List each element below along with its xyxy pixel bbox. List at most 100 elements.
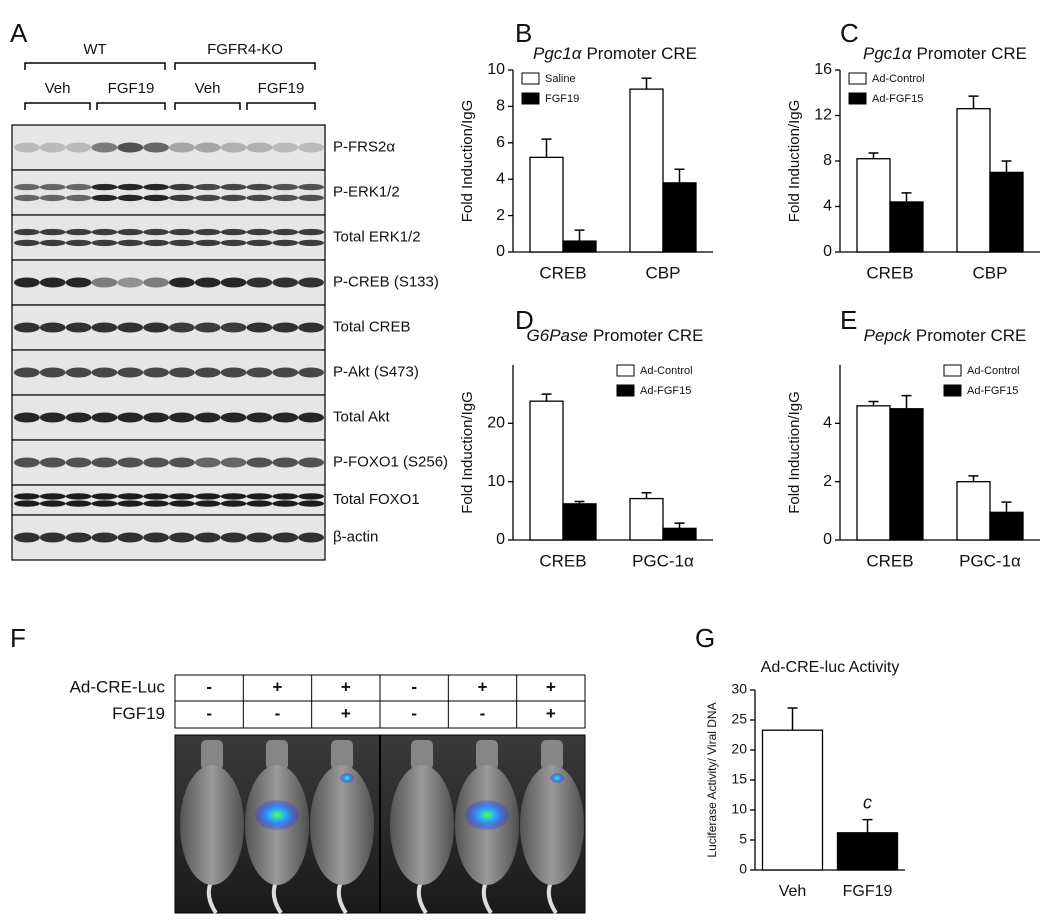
legend-swatch: [616, 384, 635, 397]
blot-band: [169, 493, 195, 500]
blot-band: [169, 500, 195, 507]
x-tick-label: Veh: [779, 883, 807, 900]
legend-swatch: [943, 384, 962, 397]
blot-band: [194, 183, 221, 191]
blot-band: [65, 277, 92, 288]
cell: +: [341, 677, 351, 696]
blot-band: [194, 500, 221, 507]
blot-band: [91, 500, 118, 507]
blot-band: [39, 412, 66, 423]
blot-band: [194, 367, 221, 378]
panel-label: B: [515, 18, 532, 48]
blot-band: [246, 532, 273, 543]
blot-band: [246, 183, 273, 191]
blot-band: [169, 228, 195, 236]
y-tick-label: 15: [731, 771, 747, 787]
blot-band: [169, 367, 195, 378]
y-tick-label: 4: [496, 170, 505, 187]
bar: [629, 497, 664, 541]
blot-band: [117, 500, 144, 507]
panel-label: D: [515, 305, 534, 335]
chart-title: Pepck Promoter CRE: [864, 326, 1027, 345]
blot-band: [143, 457, 169, 468]
error-bar: [901, 192, 912, 202]
blot-band: [298, 142, 325, 153]
blot-band: [220, 412, 247, 423]
legend-label: FGF19: [545, 93, 579, 105]
panel-label: E: [840, 305, 857, 335]
y-tick-label: 8: [496, 98, 505, 115]
blot-band: [65, 322, 92, 333]
mouse-body: [310, 765, 374, 885]
blot-band: [143, 367, 169, 378]
blot-band: [220, 532, 247, 543]
x-tick-label: CREB: [866, 263, 913, 282]
bar: [529, 400, 564, 541]
y-axis-label: Fold Induction/IgG: [786, 100, 803, 223]
y-tick-label: 6: [496, 134, 505, 151]
cell: +: [546, 677, 556, 696]
blot-band: [194, 532, 221, 543]
blot-band: [65, 457, 92, 468]
cell: +: [341, 704, 351, 723]
blot-band: [65, 367, 92, 378]
blot-band: [65, 239, 92, 247]
y-tick-label: 25: [731, 711, 747, 727]
blot-band: [220, 228, 247, 236]
blot-band: [13, 194, 40, 202]
blot-band: [169, 183, 195, 191]
blot-band: [13, 412, 40, 423]
nose-cone: [201, 740, 223, 770]
blot-row-label: Total FOXO1: [333, 491, 420, 508]
legend-label: Ad-FGF15: [967, 385, 1018, 397]
blot-row-label: P-FRS2α: [333, 138, 395, 155]
blot-band: [13, 228, 40, 236]
blot-band: [13, 239, 40, 247]
blot-band: [194, 194, 221, 202]
x-tick-label: PGC-1α: [632, 551, 694, 570]
legend-label: Ad-Control: [967, 365, 1020, 377]
chart-title: G6Pase Promoter CRE: [527, 326, 704, 345]
blot-band: [143, 322, 169, 333]
legend-swatch: [521, 72, 540, 85]
error-bar: [674, 522, 685, 529]
treatment-label: Veh: [195, 80, 221, 97]
blot-band: [169, 412, 195, 423]
cell: -: [480, 704, 486, 723]
blot-band: [117, 493, 144, 500]
nose-cone: [331, 740, 353, 770]
annotation: c: [863, 792, 872, 812]
blot-band: [298, 493, 325, 500]
y-tick-label: 2: [496, 207, 505, 224]
blot-band: [220, 322, 247, 333]
bar: [889, 408, 924, 541]
title-text: Promoter CRE: [916, 44, 1027, 63]
blot-band: [143, 239, 169, 247]
legend-swatch: [943, 364, 962, 377]
legend-swatch: [848, 92, 867, 105]
legend-label: Saline: [545, 73, 576, 85]
group-bracket: [174, 62, 316, 70]
treatment-label: FGF19: [108, 80, 155, 97]
blot-band: [194, 412, 221, 423]
blot-band: [298, 183, 325, 191]
legend-swatch: [848, 72, 867, 85]
blot-band: [272, 493, 299, 500]
y-tick-label: 20: [487, 415, 505, 432]
blot-band: [143, 183, 169, 191]
blot-band: [246, 457, 273, 468]
error-bar: [868, 152, 879, 159]
legend-label: Ad-FGF15: [872, 93, 923, 105]
blot-band: [39, 532, 66, 543]
blot-band: [194, 142, 221, 153]
mouse-body: [390, 765, 454, 885]
blot-band: [298, 367, 325, 378]
group-bracket: [24, 62, 166, 70]
y-tick-label: 10: [487, 61, 505, 78]
blot-band: [13, 493, 40, 500]
blot-band: [117, 322, 144, 333]
blot-band: [117, 367, 144, 378]
y-tick-label: 0: [496, 243, 505, 260]
signal: [255, 800, 299, 830]
y-tick-label: 0: [823, 531, 832, 548]
